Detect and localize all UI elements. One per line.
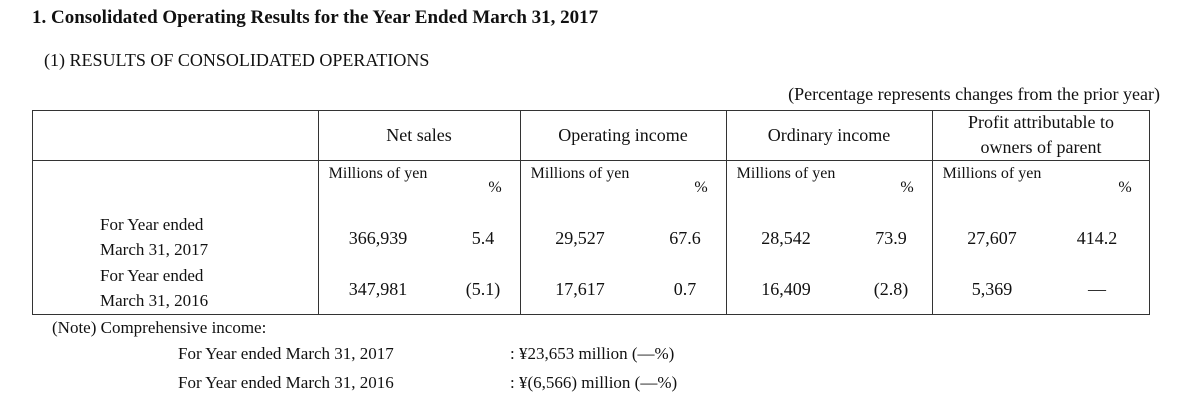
- percent: ―: [1088, 279, 1106, 299]
- column-divider: [318, 110, 319, 315]
- column-header: Ordinary income: [767, 125, 891, 145]
- comprehensive-value: : ¥(6,566) million (―%): [510, 373, 678, 392]
- pct-label: %: [900, 179, 914, 196]
- table-frame: [32, 110, 1150, 315]
- row-label: For Year ended March 31, 2017: [100, 215, 209, 259]
- percent: 0.7: [673, 279, 697, 299]
- percent: 67.6: [669, 228, 701, 248]
- amount: 28,542: [761, 228, 811, 248]
- title: 1. Consolidated Operating Results for th…: [32, 7, 599, 28]
- column-header: Profit attributable to owners of parent: [968, 112, 1114, 157]
- percent: 5.4: [471, 228, 495, 248]
- amount: 17,617: [555, 279, 605, 299]
- comprehensive-year: For Year ended March 31, 2016: [178, 373, 394, 392]
- amount: 347,981: [348, 279, 408, 299]
- table-note: (Percentage represents changes from the …: [788, 84, 1160, 104]
- percent: 414.2: [1076, 228, 1118, 248]
- percent: 73.9: [875, 228, 907, 248]
- comprehensive-year: For Year ended March 31, 2017: [178, 344, 394, 363]
- comprehensive-label: (Note) Comprehensive income:: [52, 318, 267, 337]
- column-divider: [520, 110, 521, 315]
- percent: (2.8): [873, 279, 909, 299]
- column-header: Net sales: [386, 125, 452, 145]
- row-divider: [32, 160, 1150, 161]
- percent: (5.1): [465, 279, 501, 299]
- unit-label: Millions of yen: [736, 165, 836, 182]
- unit-label: Millions of yen: [942, 165, 1042, 182]
- pct-label: %: [488, 179, 502, 196]
- unit-label: Millions of yen: [328, 165, 428, 182]
- row-label: For Year ended March 31, 2016: [100, 266, 209, 310]
- unit-label: Millions of yen: [530, 165, 630, 182]
- pct-label: %: [1118, 179, 1132, 196]
- pct-label: %: [694, 179, 708, 196]
- comprehensive-value: : ¥23,653 million (―%): [510, 344, 675, 363]
- column-divider: [932, 110, 933, 315]
- amount: 366,939: [348, 228, 408, 248]
- amount: 27,607: [967, 228, 1017, 248]
- amount: 5,369: [971, 279, 1013, 299]
- column-header: Operating income: [558, 125, 688, 145]
- subtitle: (1) RESULTS OF CONSOLIDATED OPERATIONS: [44, 50, 430, 70]
- amount: 29,527: [555, 228, 605, 248]
- column-divider: [726, 110, 727, 315]
- amount: 16,409: [761, 279, 811, 299]
